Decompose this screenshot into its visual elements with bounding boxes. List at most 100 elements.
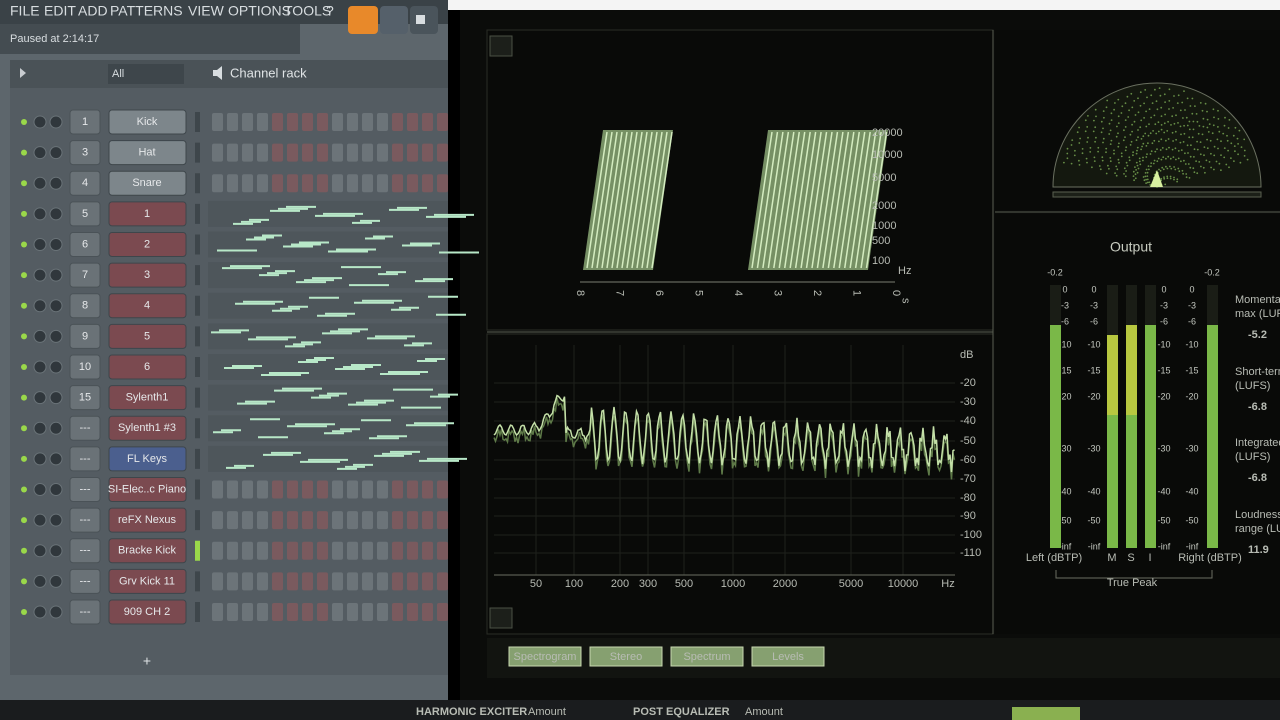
step[interactable] [437, 174, 448, 193]
step[interactable] [212, 174, 223, 193]
step[interactable] [392, 143, 403, 162]
step[interactable] [347, 174, 358, 193]
pan-knob[interactable] [33, 544, 47, 558]
step[interactable] [257, 511, 268, 530]
channel-button[interactable] [108, 232, 187, 257]
step[interactable] [407, 511, 418, 530]
channel-select[interactable] [195, 387, 200, 408]
volume-knob[interactable] [49, 513, 63, 527]
step[interactable] [392, 480, 403, 499]
pan-knob[interactable] [33, 146, 47, 160]
channel-button[interactable] [108, 170, 187, 196]
pan-knob[interactable] [33, 360, 47, 374]
step[interactable] [377, 480, 388, 499]
pan-knob[interactable] [33, 238, 47, 251]
step[interactable] [392, 603, 403, 621]
step[interactable] [377, 113, 388, 131]
step[interactable] [227, 480, 238, 499]
step[interactable] [437, 603, 448, 621]
step[interactable] [407, 603, 418, 621]
step[interactable] [362, 511, 373, 530]
channel-button[interactable] [108, 109, 187, 135]
step[interactable] [287, 113, 298, 131]
step[interactable] [362, 572, 373, 591]
step[interactable] [332, 603, 343, 621]
step[interactable] [332, 511, 343, 530]
step[interactable] [347, 572, 358, 591]
pan-knob[interactable] [33, 391, 47, 405]
step[interactable] [302, 541, 313, 560]
volume-knob[interactable] [49, 483, 63, 496]
step[interactable] [257, 572, 268, 591]
step[interactable] [287, 511, 298, 530]
step[interactable] [272, 572, 283, 591]
rack-menu-arrow[interactable] [20, 68, 26, 78]
channel-button[interactable] [108, 293, 187, 319]
pan-knob[interactable] [33, 605, 47, 619]
mixer-track[interactable] [69, 293, 101, 319]
channel-led[interactable] [21, 425, 27, 432]
channel-button[interactable] [108, 415, 187, 441]
step[interactable] [437, 480, 448, 499]
channel-select[interactable] [195, 203, 200, 224]
step[interactable] [317, 511, 328, 530]
mixer-track[interactable] [69, 262, 101, 288]
step[interactable] [332, 174, 343, 193]
step[interactable] [332, 143, 343, 162]
step[interactable] [212, 143, 223, 162]
channel-led[interactable] [21, 119, 27, 125]
step[interactable] [437, 541, 448, 560]
step[interactable] [272, 541, 283, 560]
channel-led[interactable] [21, 486, 27, 493]
channel-button[interactable] [108, 354, 187, 380]
step[interactable] [227, 143, 238, 162]
tab[interactable] [589, 646, 663, 667]
step[interactable] [212, 572, 223, 591]
step[interactable] [242, 511, 253, 530]
step[interactable] [212, 113, 223, 131]
channel-led[interactable] [21, 210, 27, 217]
mixer-track[interactable] [69, 170, 101, 196]
step[interactable] [422, 174, 433, 193]
channel-button[interactable] [108, 599, 187, 625]
volume-knob[interactable] [49, 146, 63, 160]
step[interactable] [302, 174, 313, 193]
step[interactable] [242, 541, 253, 560]
step[interactable] [317, 174, 328, 193]
channel-button[interactable] [108, 507, 187, 533]
step[interactable] [272, 174, 283, 193]
pan-knob[interactable] [33, 452, 47, 466]
loop-button[interactable] [348, 6, 378, 34]
channel-select[interactable] [195, 448, 200, 469]
step[interactable] [362, 143, 373, 162]
channel-button[interactable] [108, 201, 187, 227]
channel-button[interactable] [108, 262, 187, 288]
channel-button[interactable] [108, 477, 187, 502]
step[interactable] [407, 480, 418, 499]
step[interactable] [317, 480, 328, 499]
step[interactable] [347, 143, 358, 162]
step[interactable] [272, 143, 283, 162]
volume-knob[interactable] [49, 544, 63, 558]
channel-select[interactable] [195, 510, 200, 531]
step[interactable] [407, 143, 418, 162]
step[interactable] [422, 541, 433, 560]
step[interactable] [317, 572, 328, 591]
step[interactable] [302, 511, 313, 530]
step[interactable] [407, 113, 418, 131]
step[interactable] [302, 143, 313, 162]
step[interactable] [302, 572, 313, 591]
step[interactable] [422, 572, 433, 591]
step[interactable] [317, 143, 328, 162]
step[interactable] [242, 572, 253, 591]
step[interactable] [242, 174, 253, 193]
step[interactable] [317, 603, 328, 621]
channel-select[interactable] [195, 357, 200, 377]
volume-knob[interactable] [49, 268, 63, 282]
panel-button[interactable] [489, 607, 513, 629]
step[interactable] [362, 113, 373, 131]
step[interactable] [257, 480, 268, 499]
step[interactable] [422, 113, 433, 131]
step[interactable] [227, 511, 238, 530]
mixer-track[interactable] [69, 599, 101, 625]
